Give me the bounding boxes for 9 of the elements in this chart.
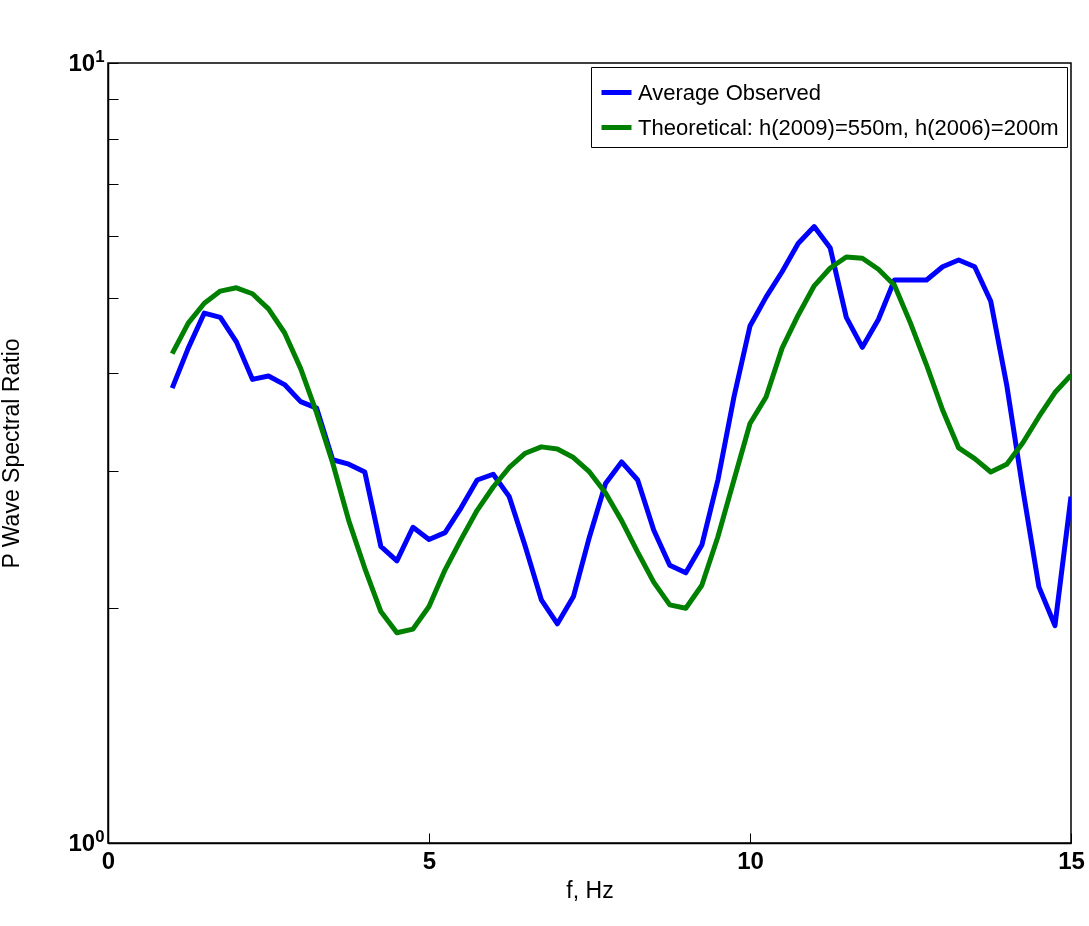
legend-label: Theoretical: h(2009)=550m, h(2006)=200m bbox=[638, 114, 1059, 140]
y-axis-title: P Wave Spectral Ratio bbox=[0, 338, 24, 569]
x-tick-label: 5 bbox=[422, 846, 437, 874]
x-tick-label: 0 bbox=[101, 846, 116, 874]
x-axis-title: f, Hz bbox=[566, 876, 614, 903]
x-tick-label: 10 bbox=[737, 846, 764, 874]
x-tick-label: 15 bbox=[1058, 846, 1085, 874]
legend-label: Average Observed bbox=[638, 79, 822, 105]
y-tick-label: 10$^{1}$ bbox=[68, 46, 105, 76]
